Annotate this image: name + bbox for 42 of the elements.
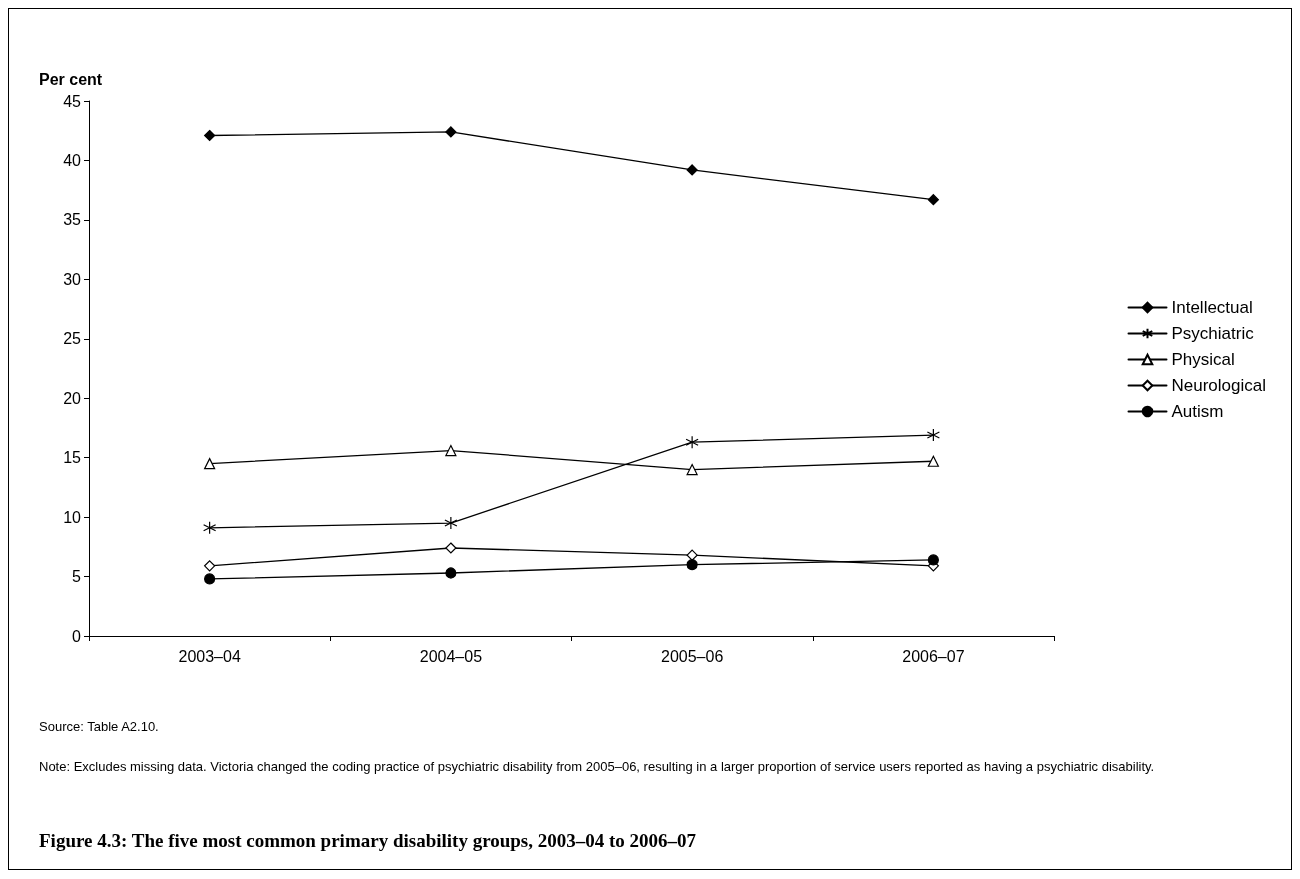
point xyxy=(927,194,939,206)
y-tick-label: 20 xyxy=(63,389,82,407)
point xyxy=(203,521,217,535)
x-tick-label: 2006–07 xyxy=(902,647,965,665)
text: Figure 4.3: The five most common primary disability groups, 2003–04 to 2006–07 xyxy=(39,830,697,851)
point xyxy=(445,542,457,554)
y-tick-label: 40 xyxy=(63,151,82,169)
source-note: Source: Table A2.10. xyxy=(39,718,159,734)
point xyxy=(686,463,698,476)
point xyxy=(445,126,457,138)
point xyxy=(686,549,698,561)
point xyxy=(445,444,457,457)
x-tick-label: 2005–06 xyxy=(660,647,724,665)
y-tick-label: 10 xyxy=(63,508,82,526)
y-tick-label: 0 xyxy=(72,627,82,645)
y-tick-label: 45 xyxy=(63,92,82,110)
point xyxy=(927,554,939,566)
y-tick-label: 15 xyxy=(63,449,82,467)
text: Note: Excludes missing data. Victoria changed the coding practice of psychiatric disability from 2005–06, resulting in a larger proportion of service users reported as having a psychiatric disability. xyxy=(39,758,1155,774)
legend-label: Psychiatric xyxy=(1171,324,1255,343)
x-tick-label: 2003–04 xyxy=(178,647,241,665)
point xyxy=(204,573,216,585)
legend-label: Physical xyxy=(1171,350,1235,369)
legend-label: Neurological xyxy=(1171,376,1266,395)
point xyxy=(927,455,939,467)
x-tick-label: 2004–05 xyxy=(419,647,483,665)
y-tick-label: 30 xyxy=(63,270,82,288)
point xyxy=(686,164,698,176)
point xyxy=(204,458,216,470)
legend-label: Intellectual xyxy=(1171,298,1253,317)
point xyxy=(926,428,940,442)
point xyxy=(445,567,457,579)
y-tick-label: 5 xyxy=(72,568,82,586)
point xyxy=(686,559,698,571)
y-tick-label: 25 xyxy=(63,330,82,348)
y-axis-title: Per cent xyxy=(39,70,103,88)
point xyxy=(685,435,699,449)
point xyxy=(204,129,216,142)
legend-label: Autism xyxy=(1171,402,1224,421)
point xyxy=(444,516,458,530)
y-tick-label: 35 xyxy=(63,211,82,229)
point xyxy=(204,560,216,572)
